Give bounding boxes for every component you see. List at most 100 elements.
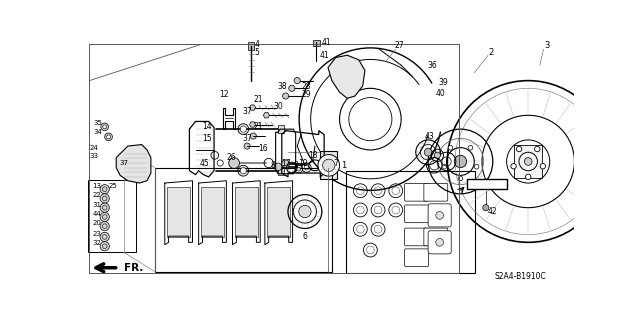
Circle shape [294, 78, 300, 84]
Text: 7: 7 [333, 159, 338, 167]
Text: 36: 36 [427, 61, 437, 70]
Text: 21: 21 [254, 122, 264, 131]
Text: 6: 6 [303, 233, 307, 241]
Circle shape [100, 212, 109, 221]
Circle shape [318, 154, 340, 176]
Text: 30: 30 [273, 101, 283, 111]
Circle shape [228, 158, 239, 168]
Circle shape [448, 145, 452, 150]
Text: 5: 5 [255, 48, 260, 57]
FancyBboxPatch shape [424, 183, 448, 201]
Circle shape [436, 211, 444, 219]
Circle shape [100, 221, 109, 231]
Text: 37: 37 [120, 160, 129, 166]
FancyBboxPatch shape [404, 183, 429, 201]
Bar [515, 145, 542, 178]
Text: 31: 31 [92, 202, 101, 208]
Text: 27: 27 [395, 41, 404, 50]
Polygon shape [328, 55, 365, 98]
Text: 32: 32 [92, 240, 101, 246]
Text: 3: 3 [545, 41, 550, 50]
Bar [88, 180, 136, 252]
Bar [320, 152, 337, 179]
Text: 16: 16 [258, 144, 268, 153]
Text: 21: 21 [254, 95, 264, 104]
Text: 28: 28 [301, 82, 310, 91]
Text: 13: 13 [92, 183, 101, 189]
Polygon shape [250, 105, 255, 110]
Text: 2: 2 [488, 48, 494, 57]
FancyBboxPatch shape [424, 228, 448, 246]
Text: 35: 35 [93, 120, 102, 126]
Text: 44: 44 [92, 211, 101, 217]
FancyBboxPatch shape [404, 228, 429, 246]
Circle shape [458, 176, 463, 181]
Bar [167, 187, 190, 237]
Circle shape [524, 158, 532, 165]
Circle shape [483, 204, 489, 211]
Circle shape [240, 126, 246, 132]
FancyBboxPatch shape [428, 231, 451, 254]
Bar [346, 172, 475, 273]
Text: 34: 34 [93, 129, 102, 135]
Text: 19: 19 [298, 159, 308, 168]
Text: 9: 9 [293, 161, 298, 170]
Circle shape [103, 125, 107, 129]
Circle shape [100, 185, 109, 194]
Circle shape [468, 145, 473, 150]
Bar [248, 42, 254, 50]
Bar [267, 187, 291, 237]
FancyBboxPatch shape [404, 249, 429, 267]
Circle shape [101, 123, 109, 131]
Circle shape [238, 124, 249, 135]
Circle shape [299, 205, 311, 218]
Bar [201, 187, 224, 237]
Circle shape [474, 164, 479, 169]
Text: 23: 23 [92, 231, 101, 237]
Circle shape [297, 167, 301, 171]
Text: 38: 38 [277, 82, 287, 91]
Bar [155, 168, 332, 271]
Circle shape [244, 143, 250, 149]
Circle shape [282, 160, 289, 168]
Text: 20: 20 [92, 220, 101, 226]
Text: 18: 18 [308, 151, 317, 160]
Circle shape [424, 148, 432, 156]
Circle shape [454, 155, 467, 168]
Circle shape [100, 232, 109, 241]
Circle shape [283, 93, 289, 99]
Circle shape [511, 164, 516, 169]
Text: 40: 40 [436, 89, 445, 98]
Circle shape [435, 152, 440, 159]
Circle shape [289, 85, 295, 92]
Text: 14: 14 [202, 122, 212, 131]
Bar [314, 40, 319, 46]
Circle shape [525, 174, 531, 180]
Circle shape [100, 194, 109, 203]
Text: 17: 17 [281, 159, 291, 168]
Bar [235, 187, 258, 237]
FancyBboxPatch shape [428, 204, 451, 227]
Text: 26: 26 [227, 153, 237, 162]
Text: FR.: FR. [124, 263, 143, 273]
Text: 8: 8 [270, 161, 275, 170]
Text: 37: 37 [243, 134, 252, 143]
Text: S2A4-B1910C: S2A4-B1910C [495, 272, 547, 281]
Circle shape [540, 164, 545, 169]
Bar [278, 167, 284, 174]
Circle shape [105, 133, 113, 141]
Text: 43: 43 [425, 132, 435, 141]
Circle shape [240, 168, 246, 174]
Text: 37: 37 [243, 107, 252, 116]
Text: 39: 39 [438, 78, 449, 87]
FancyBboxPatch shape [404, 205, 429, 223]
Circle shape [100, 241, 109, 251]
Circle shape [442, 164, 447, 169]
Circle shape [323, 159, 335, 172]
Text: 4: 4 [255, 40, 260, 49]
Text: 1: 1 [340, 161, 346, 170]
Polygon shape [250, 122, 255, 127]
Circle shape [107, 135, 111, 139]
Bar [278, 125, 284, 133]
Text: 45: 45 [200, 159, 210, 167]
